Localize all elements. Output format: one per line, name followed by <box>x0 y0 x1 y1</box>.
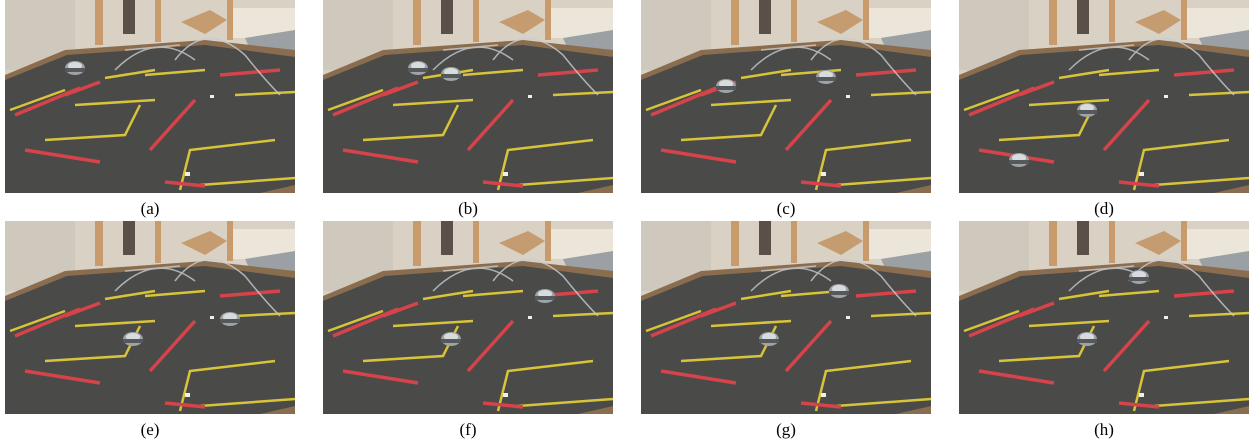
robot <box>441 332 461 346</box>
robot <box>716 79 736 93</box>
photo-scene <box>639 0 933 195</box>
photo <box>3 219 297 416</box>
caption: (d) <box>1094 199 1114 218</box>
photo-scene <box>3 0 297 195</box>
robot <box>816 70 836 84</box>
robot <box>220 312 240 326</box>
caption: (a) <box>141 199 160 218</box>
robot <box>65 61 85 75</box>
photo <box>639 0 933 195</box>
robot <box>535 289 555 303</box>
photo-scene <box>321 219 615 416</box>
photo <box>957 0 1251 195</box>
photo-scene <box>3 219 297 416</box>
robot <box>829 284 849 298</box>
photo <box>321 0 615 195</box>
robot <box>1129 270 1149 284</box>
photo-scene <box>957 0 1251 195</box>
photo <box>957 219 1251 416</box>
caption: (f) <box>460 420 477 439</box>
robot <box>1077 332 1097 346</box>
photo-scene <box>639 219 933 416</box>
caption: (c) <box>777 199 796 218</box>
robot <box>123 332 143 346</box>
caption: (e) <box>141 420 160 439</box>
photo-scene <box>321 0 615 195</box>
caption: (h) <box>1094 420 1114 439</box>
robot <box>1009 153 1029 167</box>
caption: (g) <box>776 420 796 439</box>
caption: (b) <box>458 199 478 218</box>
robot <box>759 332 779 346</box>
photo-scene <box>957 219 1251 416</box>
photo <box>321 219 615 416</box>
robot <box>441 67 461 81</box>
robot <box>1077 103 1097 117</box>
photo <box>3 0 297 195</box>
robot <box>408 61 428 75</box>
photo <box>639 219 933 416</box>
